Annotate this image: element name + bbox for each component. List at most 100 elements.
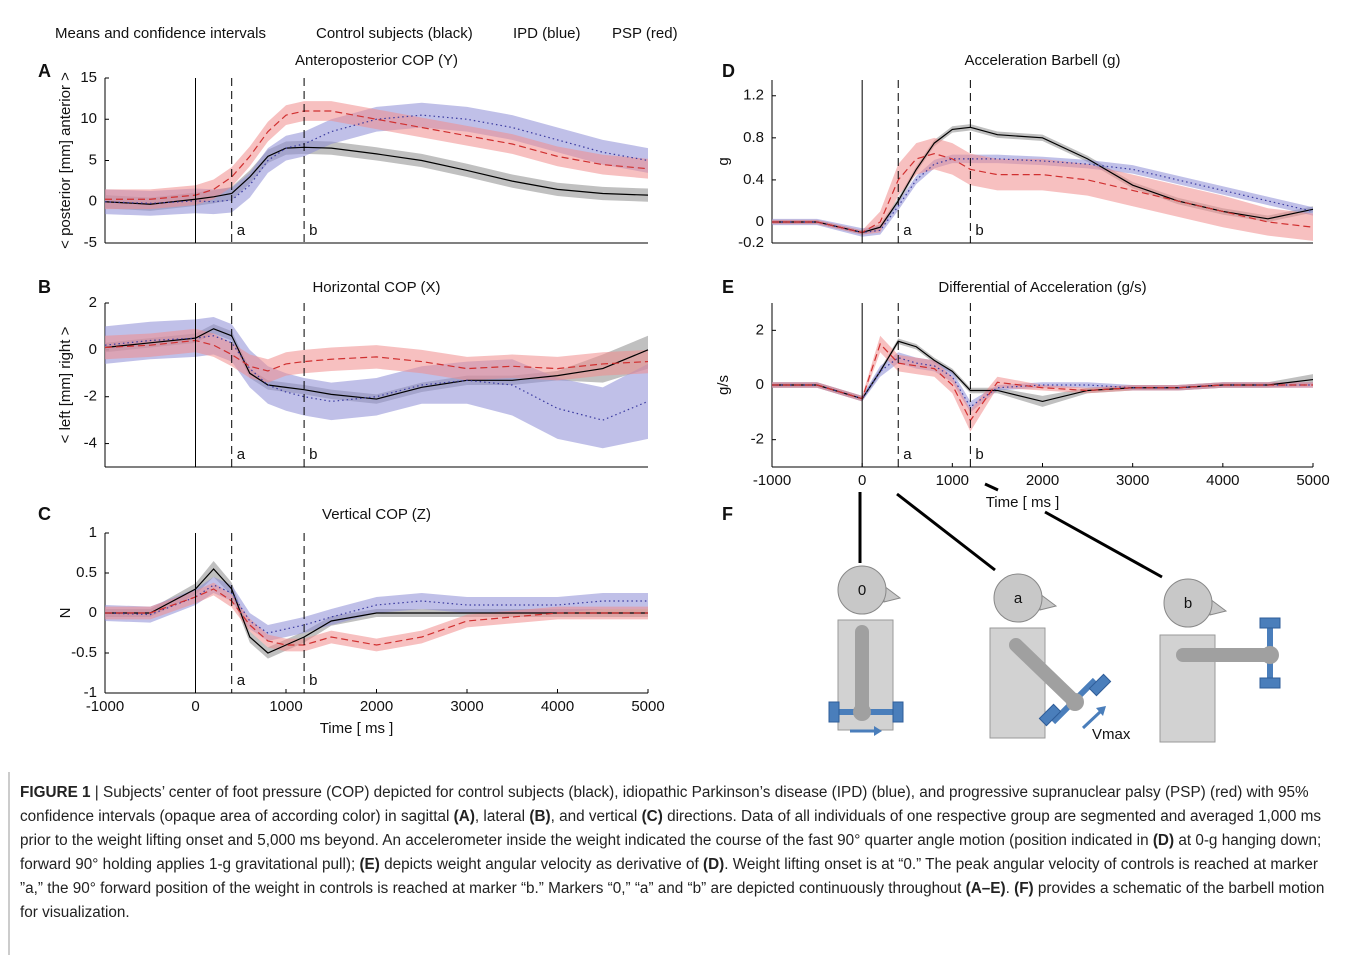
- y-tick-label: -2: [751, 431, 764, 448]
- y-tick-label: 0: [89, 193, 97, 210]
- panel-letter: C: [38, 504, 51, 524]
- panel-title: Vertical COP (Z): [322, 506, 431, 523]
- legend-entry: IPD (blue): [513, 25, 581, 42]
- y-axis-label: < left [mm] right >: [57, 326, 74, 443]
- arm: [1009, 638, 1080, 707]
- x-axis-label: Time [ ms ]: [320, 720, 394, 737]
- confidence-band: [772, 352, 1313, 413]
- panel-letter: F: [722, 504, 733, 524]
- legend-entry: Control subjects (black): [316, 25, 473, 42]
- x-tick-label: 0: [191, 698, 199, 715]
- caption-run: (C): [641, 808, 663, 825]
- x-tick-label: 5000: [1296, 472, 1329, 489]
- plate: [1038, 703, 1062, 727]
- confidence-band: [105, 582, 648, 652]
- head-label: 0: [858, 582, 866, 599]
- y-tick-label: 0: [756, 376, 764, 393]
- caption-run: (F): [1014, 880, 1034, 897]
- arrow-head: [874, 726, 882, 736]
- y-tick-label: -5: [84, 234, 97, 251]
- y-axis-label: < posterior [mm] anterior >: [57, 72, 74, 249]
- marker-label: b: [309, 672, 317, 689]
- panel-letter: A: [38, 61, 51, 81]
- y-tick-label: -4: [84, 435, 97, 452]
- x-tick-label: 3000: [1116, 472, 1149, 489]
- y-tick-label: 0.8: [743, 129, 764, 146]
- plate: [1259, 677, 1281, 689]
- caption-run: (A–E): [965, 880, 1006, 897]
- y-tick-label: -0.2: [738, 234, 764, 251]
- series-line: [772, 340, 1314, 403]
- caption-run: provides a schematic of the barbell moti…: [20, 880, 1325, 921]
- connector: [1044, 510, 1163, 579]
- caption-run: . Weight lifting onset is at “0.” The pe…: [20, 856, 1318, 897]
- x-tick-label: 4000: [1206, 472, 1239, 489]
- x-tick-label: 0: [858, 472, 866, 489]
- caption-run: (E): [359, 856, 380, 873]
- panel: C Vertical COP (Z) N -1 -0.5 0 0.5 1 -1000 0 1000 2…: [38, 504, 665, 737]
- caption-run: directions. Data of all individuals of o…: [20, 808, 1321, 849]
- diagram: F 0 a Vmax b: [722, 482, 1281, 743]
- arrow-head: [1096, 706, 1106, 716]
- marker-label: b: [975, 222, 983, 239]
- y-tick-label: 0: [89, 604, 97, 621]
- x-tick-label: -1000: [86, 698, 124, 715]
- panel: D Acceleration Barbell (g) g -0.2 0 0.4 0.8 1.2…: [715, 52, 1314, 251]
- marker-label: b: [975, 446, 983, 463]
- legend-entry: PSP (red): [612, 25, 678, 42]
- confidence-band: [105, 577, 648, 641]
- y-tick-label: 0: [756, 213, 764, 230]
- marker-label: a: [237, 672, 246, 689]
- y-tick-label: 0.4: [743, 171, 764, 188]
- caption-run: depicts weight angular velocity as deriv…: [379, 856, 703, 873]
- x-tick-label: 5000: [631, 698, 664, 715]
- panel: A Anteroposterior COP (Y) < posterior [mm]…: [38, 52, 649, 251]
- panel: B Horizontal COP (X) < left [mm] right > -4…: [38, 277, 649, 468]
- series-line: [772, 152, 1314, 234]
- panel-title: Horizontal COP (X): [312, 279, 440, 296]
- figure: Means and confidence intervals F 0 a Vma…: [38, 25, 1330, 743]
- x-tick-label: 1000: [936, 472, 969, 489]
- head: [993, 573, 1043, 623]
- plate: [892, 701, 904, 723]
- x-axis-label: Time [ ms ]: [986, 494, 1060, 511]
- y-tick-label: 15: [80, 69, 97, 86]
- y-tick-label: 1: [89, 524, 97, 541]
- caption: FIGURE 1 | Subjects’ center of foot pres…: [20, 781, 1332, 925]
- series-line: [104, 328, 649, 400]
- head-label: a: [1014, 590, 1023, 607]
- y-tick-label: -2: [84, 388, 97, 405]
- connector: [896, 492, 996, 572]
- marker-label: a: [903, 222, 912, 239]
- caption-run: at 0-g hanging down; forward 90° holding…: [20, 832, 1322, 873]
- y-tick-label: 2: [89, 294, 97, 311]
- marker-label: b: [309, 222, 317, 239]
- y-tick-label: -0.5: [71, 644, 97, 661]
- caption-run: (D): [702, 856, 725, 873]
- panel-letter: D: [722, 61, 735, 81]
- x-tick-label: 1000: [269, 698, 302, 715]
- panel-title: Differential of Acceleration (g/s): [938, 279, 1146, 296]
- y-tick-label: 1.2: [743, 87, 764, 104]
- caption-run: (D): [1152, 832, 1175, 849]
- head: [837, 565, 887, 615]
- caption-run: , and vertical: [550, 808, 642, 825]
- series-line: [104, 339, 649, 372]
- connector: [984, 482, 999, 492]
- joint: [1261, 646, 1279, 664]
- marker-label: a: [237, 446, 246, 463]
- panel-title: Anteroposterior COP (Y): [295, 52, 458, 69]
- y-axis-label: g/s: [715, 375, 732, 395]
- head-label: b: [1184, 595, 1192, 612]
- plate: [828, 701, 840, 723]
- confidence-band: [105, 328, 648, 383]
- caption-run: (A): [453, 808, 475, 825]
- marker-label: b: [309, 446, 317, 463]
- y-tick-label: 5: [89, 151, 97, 168]
- joint: [853, 703, 871, 721]
- y-tick-label: -1: [84, 684, 97, 701]
- confidence-band: [772, 137, 1313, 241]
- series-line: [104, 335, 649, 421]
- panel-letter: B: [38, 277, 51, 297]
